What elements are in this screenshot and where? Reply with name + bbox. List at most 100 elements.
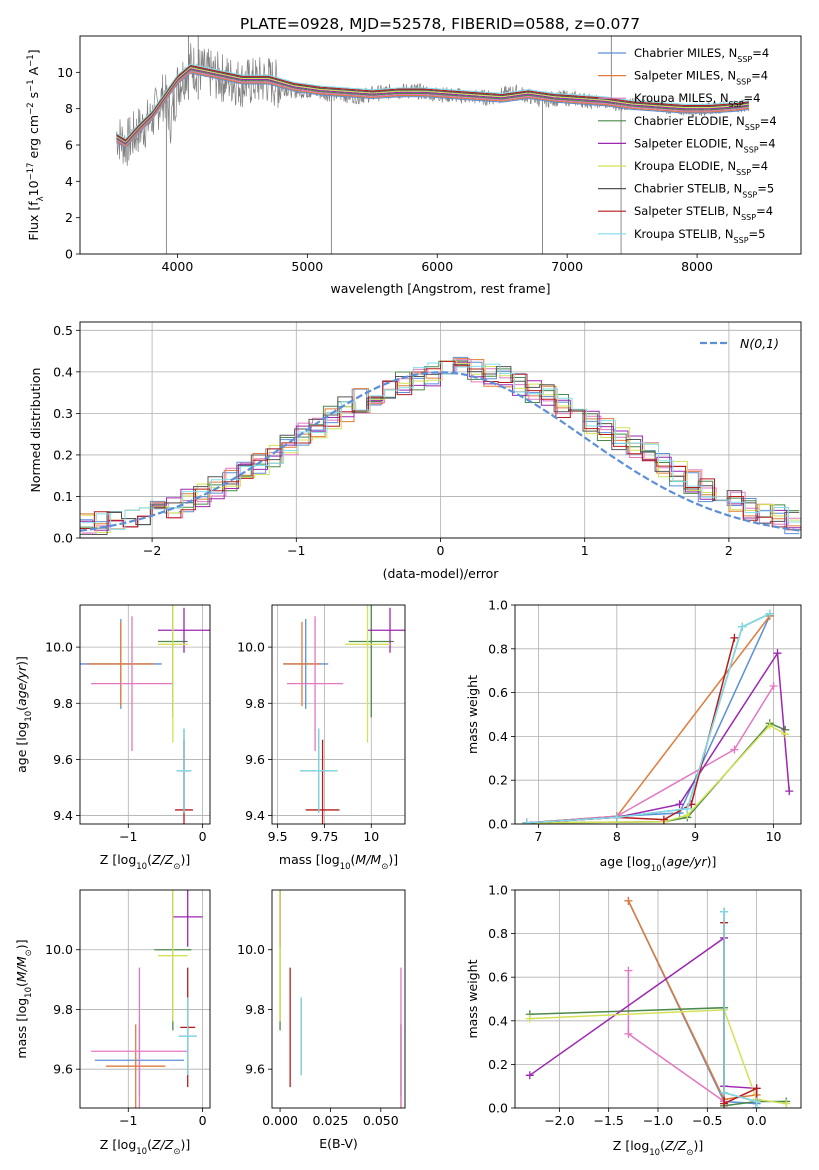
z-vs-mass-ytick-label: 9.8 — [53, 1002, 73, 1017]
mass-weight-line — [627, 900, 758, 1108]
mass-weight-marker — [624, 966, 633, 975]
z-vs-age-plot — [80, 605, 210, 824]
legend-entry: Kroupa ELODIE, NSSP=4 — [634, 159, 768, 177]
legend-entry: Kroupa MILES, NSSP=4 — [634, 91, 760, 109]
z-mass-weight-xtick-label: 0.0 — [747, 1113, 767, 1128]
mass-weight-marker — [683, 804, 692, 813]
z-mass-weight-ytick-label: 1.0 — [488, 883, 508, 898]
age-mass-weight-ytick-label: 0.8 — [488, 641, 508, 656]
z-mass-weight-ylabel: mass weight — [465, 959, 480, 1038]
spectrum-ytick-label: 4 — [65, 174, 73, 189]
mass-weight-line — [526, 637, 736, 824]
residuals-ytick-label: 0.2 — [53, 447, 73, 462]
mass-vs-age-xtick-label: 9.75 — [311, 829, 339, 844]
mass-weight-marker — [624, 1029, 633, 1038]
age-mass-weight-xtick-label: 10 — [766, 829, 782, 844]
spectrum-model-line — [116, 63, 750, 140]
residuals-plot — [80, 356, 801, 535]
legend-entry: N(0,1) — [740, 336, 779, 351]
ebv-vs-mass-ytick-label: 9.8 — [245, 1002, 265, 1017]
legend-entry: Salpeter STELIB, NSSP=4 — [634, 204, 773, 222]
spectrum-xtick-label: 7000 — [551, 259, 583, 274]
z-vs-age-ytick-label: 10.0 — [45, 640, 73, 655]
age-mass-weight-xlabel: age [log10(age/yr)] — [600, 854, 717, 874]
mass-weight-line — [627, 900, 757, 1101]
spectrum-ytick-label: 6 — [65, 138, 73, 153]
spectrum-xtick-label: 4000 — [162, 259, 194, 274]
z-vs-age-ytick-label: 9.4 — [53, 808, 73, 823]
mass-weight-line — [723, 922, 758, 1105]
spectrum-xtick-label: 6000 — [421, 259, 453, 274]
z-mass-weight-ytick-label: 0.2 — [488, 1057, 508, 1072]
ebv-vs-mass-frame — [271, 889, 406, 1109]
residual-histogram — [81, 362, 801, 530]
age-mass-weight-ytick-label: 0.4 — [488, 729, 508, 744]
spectrum-xtick-label: 5000 — [291, 259, 323, 274]
residuals-xtick-label: 2 — [725, 543, 733, 558]
mass-weight-line — [526, 724, 786, 824]
residuals-ytick-label: 0.5 — [53, 323, 73, 338]
mass-vs-age-ytick-label: 9.4 — [245, 808, 265, 823]
mass-weight-marker — [624, 896, 633, 905]
mass-weight-marker — [738, 622, 747, 631]
mass-vs-age-xlabel: mass [log10(M/M⊙)] — [279, 852, 398, 872]
z-vs-mass-axes: −1 0 9.6 9.8 10.0 — [45, 890, 210, 1128]
residual-histogram — [81, 360, 801, 533]
figure-title: PLATE=0928, MJD=52578, FIBERID=0588, z=0… — [240, 15, 640, 33]
residuals-ytick-label: 0.4 — [53, 364, 73, 379]
spectrum-frame — [79, 35, 802, 255]
spectrum-ytick-label: 2 — [65, 210, 73, 225]
z-mass-weight-ytick-label: 0.4 — [488, 1013, 508, 1028]
mass-weight-marker — [785, 787, 794, 796]
mass-weight-marker — [525, 1014, 534, 1023]
mass-weight-line — [723, 911, 758, 1108]
age-mass-weight-ytick-label: 0.6 — [488, 685, 508, 700]
mass-weight-marker — [675, 800, 684, 809]
z-vs-age-xtick-label: 0 — [199, 829, 207, 844]
residuals-ytick-label: 0.3 — [53, 406, 73, 421]
spectrum-xlabel: wavelength [Angstrom, rest frame] — [330, 281, 550, 296]
mass-weight-line — [529, 936, 758, 1108]
mass-weight-marker — [612, 813, 621, 822]
z-vs-mass-xtick-label: 0 — [199, 1113, 207, 1128]
spectrum-xtick-label: 8000 — [681, 259, 713, 274]
z-vs-mass-xtick-label: −1 — [119, 1113, 137, 1128]
mass-vs-age-plot — [283, 605, 405, 824]
z-mass-weight-axes: −2.0 −1.5 −1.0 −0.5 0.0 0.0 0.2 0.4 0.6 0.8 1.0 — [488, 883, 801, 1128]
residuals-xtick-label: −1 — [287, 543, 305, 558]
residuals-ytick-label: 0.1 — [53, 489, 73, 504]
ebv-vs-mass-axes: 0.000 0.025 0.050 9.6 9.8 10.0 — [237, 942, 399, 1128]
mass-weight-marker — [522, 818, 531, 824]
ebv-vs-mass-xlabel: E(B-V) — [319, 1136, 358, 1151]
mass-vs-age-ytick-label: 9.6 — [245, 752, 265, 767]
mass-vs-age-xtick-label: 9.5 — [268, 829, 288, 844]
z-vs-mass-ytick-label: 10.0 — [45, 942, 73, 957]
z-mass-weight-xtick-label: −2.0 — [544, 1113, 574, 1128]
ebv-vs-mass-ytick-label: 10.0 — [237, 942, 265, 957]
age-mass-weight-xtick-label: 7 — [535, 829, 543, 844]
age-mass-weight-ylabel: mass weight — [465, 675, 480, 754]
spectrum-ytick-label: 10 — [57, 65, 73, 80]
z-vs-mass-ylabel: mass [log10(M/M⊙)] — [14, 939, 34, 1058]
mass-weight-marker — [525, 1071, 534, 1080]
z-vs-age-ytick-label: 9.6 — [53, 752, 73, 767]
z-mass-weight-xtick-label: −0.5 — [692, 1113, 722, 1128]
mass-weight-marker — [769, 682, 778, 691]
mass-weight-marker — [781, 730, 790, 739]
residual-histogram — [80, 360, 801, 531]
z-mass-weight-ytick-label: 0.6 — [488, 970, 508, 985]
z-mass-weight-xlabel: Z [log10(Z/Z⊙)] — [613, 1138, 703, 1158]
mass-weight-line — [723, 911, 758, 1108]
z-vs-age-xtick-label: −1 — [119, 829, 137, 844]
mass-weight-marker — [773, 649, 782, 658]
ebv-vs-mass-ytick-label: 9.6 — [245, 1062, 265, 1077]
ebv-vs-mass-plot — [279, 890, 402, 1108]
mass-weight-marker — [765, 609, 774, 618]
age-mass-weight-ytick-label: 0.2 — [488, 773, 508, 788]
legend-entry: Salpeter ELODIE, NSSP=4 — [634, 136, 776, 154]
residuals-ytick-label: 0.0 — [53, 531, 73, 546]
legend-entry: Kroupa STELIB, NSSP=5 — [634, 227, 765, 245]
z-vs-age-ytick-label: 9.8 — [53, 696, 73, 711]
spectrum-ylabel: Flux [fλ10−17 erg cm−2 s−1 A−1] — [26, 49, 46, 240]
